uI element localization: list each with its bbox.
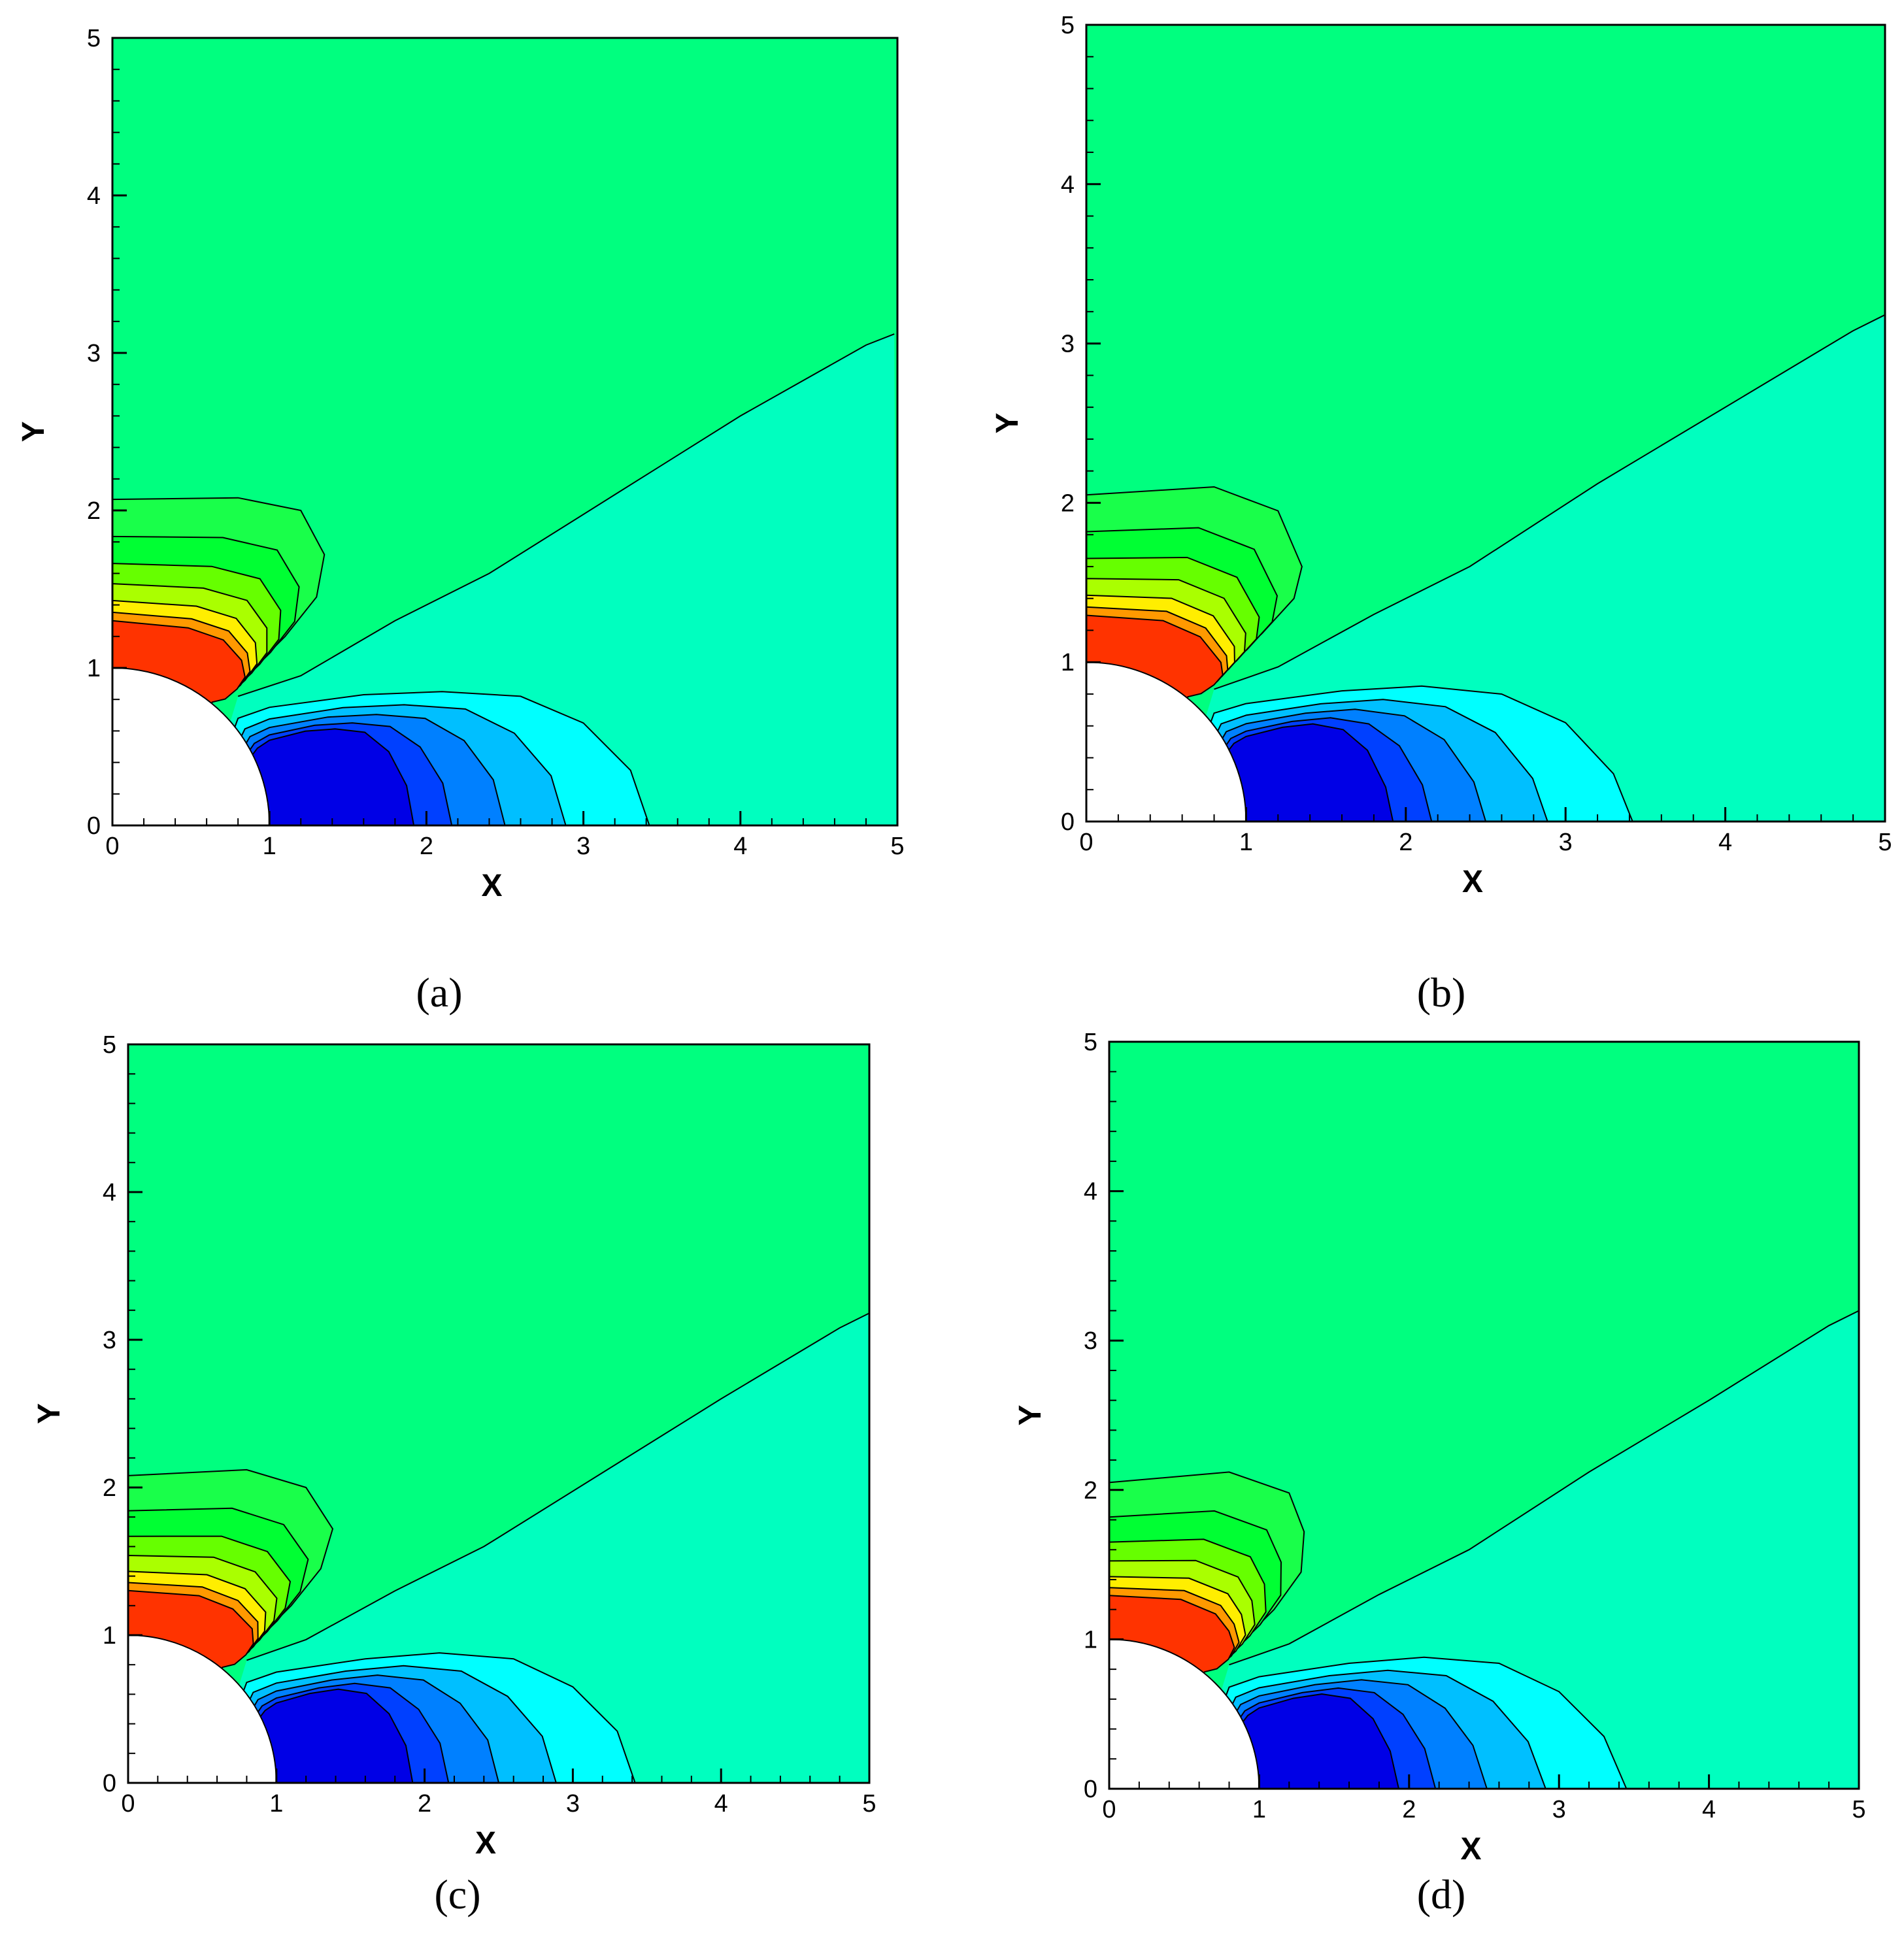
- x-tick-label: 1: [1239, 829, 1253, 856]
- y-axis-title: Y: [990, 412, 1025, 433]
- y-axis-title: Y: [32, 1403, 67, 1424]
- y-tick-label: 3: [103, 1327, 116, 1354]
- x-tick-label: 5: [1878, 829, 1892, 856]
- x-tick-label: 1: [263, 833, 276, 860]
- y-tick-label: 2: [1061, 490, 1075, 517]
- x-tick-label: 3: [566, 1790, 580, 1818]
- x-tick-label: 5: [890, 833, 904, 860]
- panel-caption: (a): [416, 969, 462, 1016]
- contour-panel-d: 0 1 2 3 4 5 0 1 2 3 4 5 X Y (d): [1013, 1029, 1866, 1918]
- x-axis-title: X: [1462, 865, 1483, 899]
- x-tick-label: 0: [1102, 1796, 1116, 1823]
- y-tick-label: 1: [1061, 649, 1075, 676]
- panel-caption: (c): [434, 1871, 480, 1918]
- x-tick-label: 2: [1402, 1796, 1416, 1823]
- plot-area: [1086, 25, 1885, 822]
- x-tick-label: 3: [1559, 829, 1573, 856]
- cylinder-obstacle: [1109, 1638, 1260, 1789]
- plot-frame: [111, 37, 899, 827]
- plot-area: [128, 1044, 869, 1783]
- plot-frame: [1085, 24, 1886, 823]
- y-tick-label: 3: [1084, 1327, 1097, 1355]
- y-axis-title: Y: [1013, 1404, 1048, 1425]
- x-tick-label: 3: [1552, 1796, 1566, 1823]
- y-tick-label: 5: [103, 1031, 116, 1059]
- x-tick-label: 3: [576, 833, 590, 860]
- x-tick-label: 2: [420, 833, 433, 860]
- panel-caption: (b): [1417, 969, 1466, 1016]
- y-tick-label: 0: [87, 812, 101, 840]
- y-tick-label: 1: [87, 655, 101, 682]
- x-tick-label: 0: [1079, 829, 1093, 856]
- wake-contour-line: [237, 333, 895, 697]
- x-axis-title: X: [481, 869, 502, 903]
- x-tick-label: 0: [105, 833, 119, 860]
- contour-panel-a: 0 1 2 3 4 5 0 1 2 3 4 5 X Y (a): [16, 25, 905, 1016]
- y-tick-label: 4: [87, 182, 101, 210]
- x-axis-title: X: [475, 1826, 496, 1861]
- plot-frame: [1108, 1040, 1860, 1790]
- y-axis-title: Y: [16, 421, 51, 442]
- y-tick-label: 2: [1084, 1477, 1097, 1504]
- x-tick-label: 4: [714, 1790, 728, 1818]
- plot-area: [1109, 1042, 1859, 1789]
- wake-contour-line: [1229, 1310, 1859, 1666]
- y-tick-label: 1: [103, 1622, 116, 1650]
- y-tick-label: 1: [1084, 1626, 1097, 1653]
- y-tick-label: 4: [103, 1179, 116, 1206]
- wake-contour-line: [246, 1312, 869, 1661]
- y-tick-label: 0: [103, 1770, 116, 1797]
- y-tick-label: 2: [87, 497, 101, 525]
- y-tick-label: 4: [1061, 171, 1075, 199]
- y-tick-label: 0: [1061, 808, 1075, 836]
- y-tick-label: 5: [1061, 12, 1075, 39]
- y-tick-label: 3: [87, 340, 101, 367]
- x-tick-label: 4: [1702, 1796, 1716, 1823]
- y-tick-label: 5: [87, 25, 101, 52]
- y-tick-label: 3: [1061, 331, 1075, 358]
- wake-contour-line: [1214, 314, 1885, 690]
- panel-caption: (d): [1417, 1871, 1466, 1918]
- cylinder-obstacle: [112, 667, 271, 825]
- x-tick-label: 1: [1252, 1796, 1266, 1823]
- x-axis-title: X: [1460, 1832, 1481, 1867]
- y-tick-label: 0: [1084, 1776, 1097, 1803]
- cylinder-obstacle: [1086, 661, 1247, 822]
- x-tick-label: 4: [1718, 829, 1732, 856]
- y-tick-label: 2: [103, 1474, 116, 1502]
- contour-panel-c: 0 1 2 3 4 5 0 1 2 3 4 5 X Y (c): [32, 1031, 877, 1918]
- x-tick-label: 4: [733, 833, 747, 860]
- y-tick-label: 4: [1084, 1178, 1097, 1206]
- cylinder-obstacle: [128, 1634, 277, 1783]
- x-tick-label: 2: [1399, 829, 1412, 856]
- plot-area: [112, 38, 897, 825]
- y-tick-label: 5: [1084, 1029, 1097, 1056]
- x-tick-label: 5: [1852, 1796, 1865, 1823]
- contour-panel-b: 0 1 2 3 4 5 0 1 2 3 4 5 X Y (b): [990, 12, 1892, 1016]
- x-tick-label: 0: [121, 1790, 135, 1818]
- x-tick-label: 1: [269, 1790, 283, 1818]
- plot-frame: [127, 1043, 871, 1784]
- x-tick-label: 5: [862, 1790, 876, 1818]
- x-tick-label: 2: [418, 1790, 431, 1818]
